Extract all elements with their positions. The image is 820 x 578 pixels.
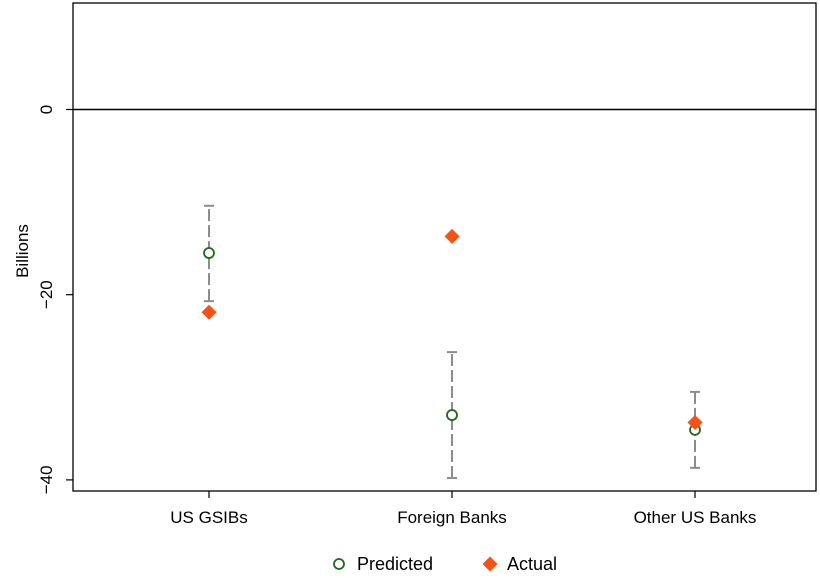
y-tick-label: −20: [37, 280, 56, 309]
y-axis-title: Billions: [13, 224, 32, 278]
x-tick-label: Other US Banks: [634, 508, 757, 527]
predicted-point: [203, 247, 215, 259]
x-tick-label: Foreign Banks: [397, 508, 507, 527]
x-tick-label: US GSIBs: [170, 508, 247, 527]
plot-frame: [72, 2, 817, 492]
legend-label-actual: Actual: [507, 554, 557, 574]
actual-point: [201, 304, 217, 320]
legend-marker-predicted: [333, 558, 345, 570]
y-tick-label: −40: [37, 465, 56, 494]
predicted-point: [446, 409, 458, 421]
actual-point: [687, 414, 703, 430]
actual-point: [444, 228, 460, 244]
legend-label-predicted: Predicted: [357, 554, 433, 574]
y-tick-label: 0: [37, 105, 56, 114]
legend: Predicted Actual: [333, 554, 557, 574]
legend-marker-actual: [482, 556, 498, 572]
